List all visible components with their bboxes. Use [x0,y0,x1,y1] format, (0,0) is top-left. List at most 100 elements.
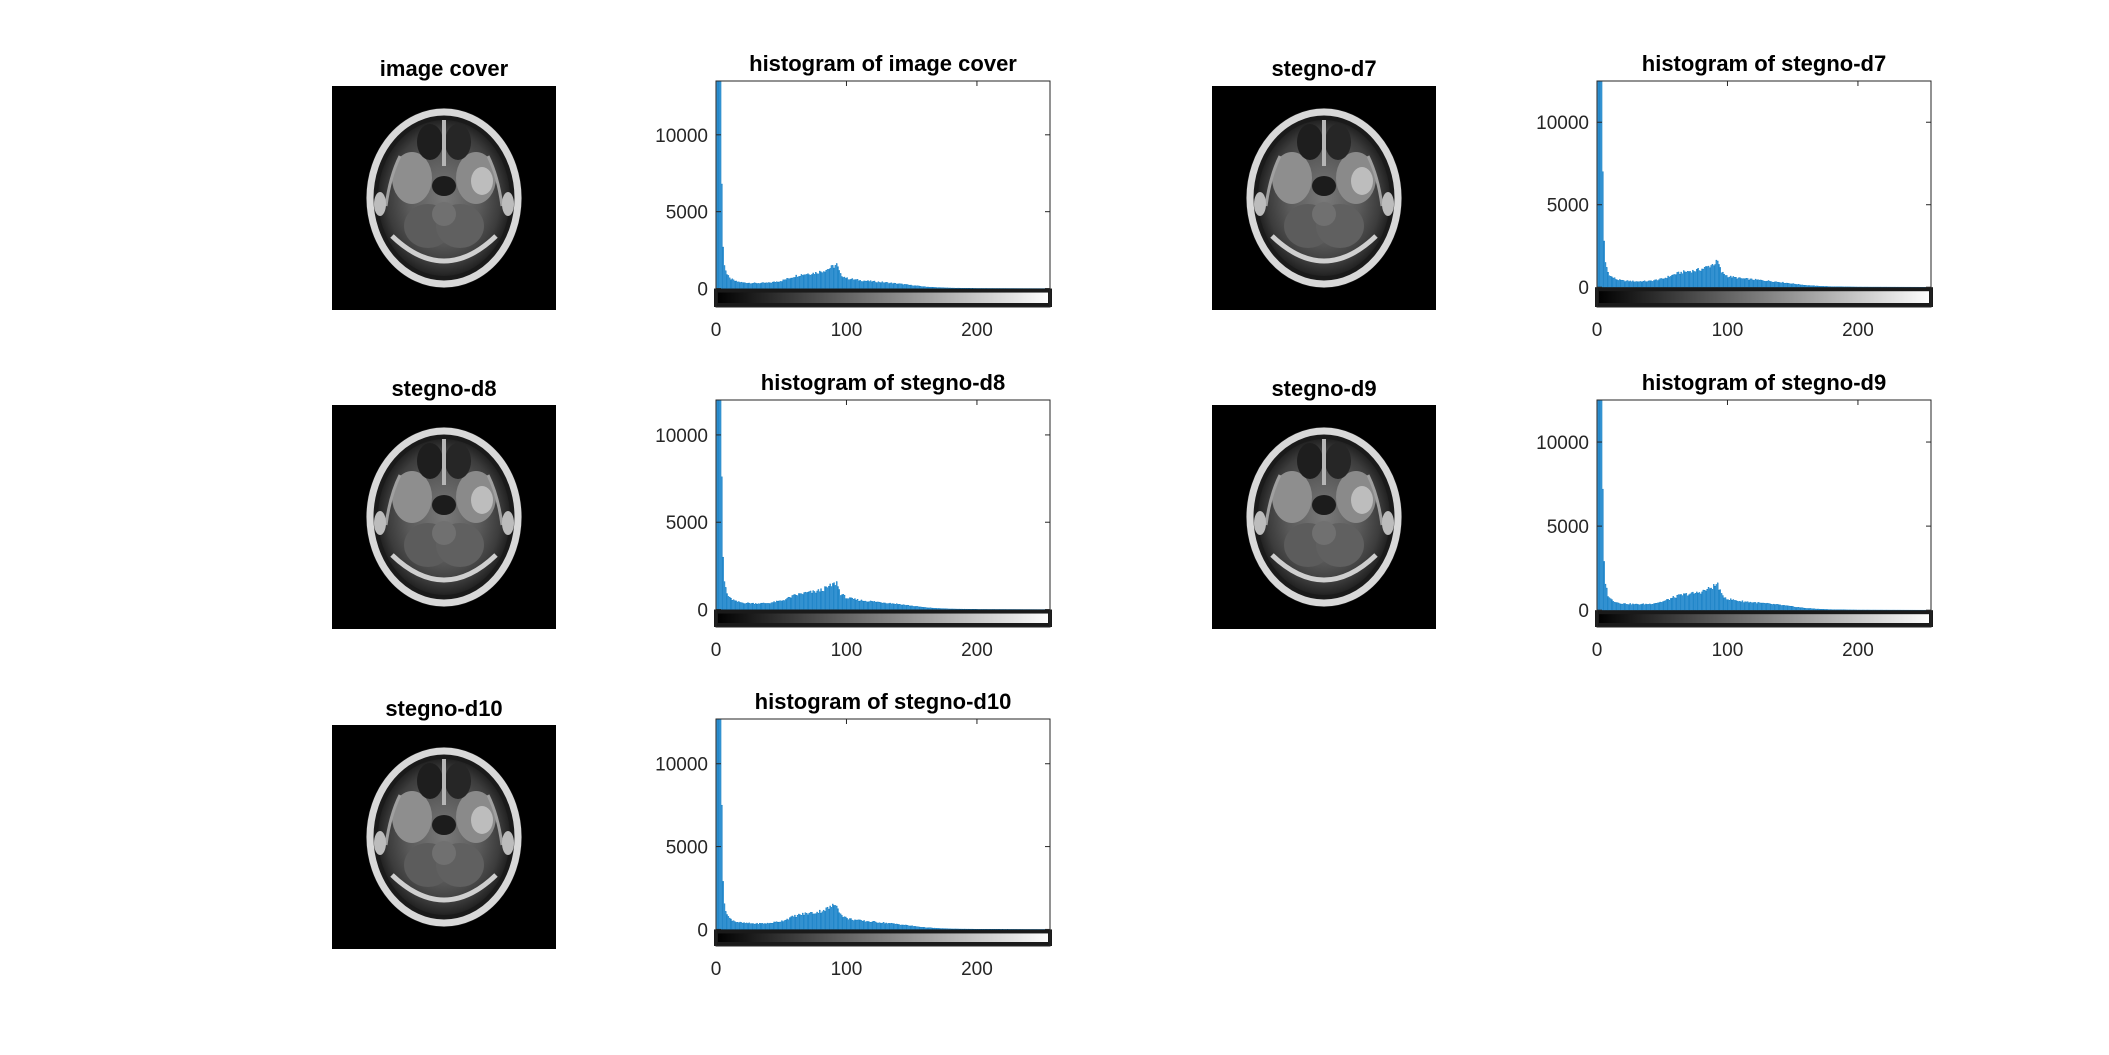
histogram-bar [851,278,854,289]
histogram-bar [792,916,795,930]
histogram-bar [916,926,919,930]
histogram-bar [723,903,726,930]
histogram-bar [882,922,885,930]
histogram-bar [879,282,881,289]
histogram-bar [881,281,884,289]
histogram-bar [1656,280,1659,288]
histogram-bar [882,282,885,289]
histogram-bar [1769,281,1771,288]
x-tick-label: 0 [711,320,722,341]
histogram-bar [825,907,827,930]
histogram-bar [929,286,932,289]
histogram-bar [1817,608,1819,611]
histogram-bar [1760,279,1762,288]
histogram-bar [1626,604,1629,611]
histogram-bar [792,594,795,610]
histogram-bar [1793,606,1796,611]
histogram-bar [1624,281,1626,288]
histogram-bar [1697,592,1699,611]
histogram-bar [1684,593,1686,611]
mri-image [332,405,556,629]
image-title: stegno-d7 [1271,56,1376,81]
histogram-bar [769,282,771,289]
chart-title: histogram of stegno-d9 [1642,370,1886,395]
histogram-bar [1632,280,1634,288]
histogram-bar [923,607,925,610]
histogram-bar [1758,602,1761,611]
histogram-bar [1658,602,1660,611]
image-panel-stegno-d9: stegno-d9 [1212,376,1436,629]
histogram-bar [922,286,924,289]
histogram-bar [867,921,869,930]
histogram-bar [1791,606,1793,611]
histogram-bar [839,913,842,930]
mri-image [332,86,556,310]
histogram-bar [952,608,954,610]
histogram-bar [1667,599,1669,611]
y-tick-label: 10000 [1536,433,1589,454]
histogram-bar [1602,488,1604,611]
histogram-bar [885,282,887,289]
histogram-bar [765,603,767,610]
histogram-bar [1620,279,1622,288]
histogram-bar [1651,281,1654,288]
histogram-bar [727,916,730,930]
histogram-bar [725,911,727,930]
histogram-bar [1820,286,1822,288]
histogram-bar [1746,601,1749,611]
histogram-bar [864,921,867,930]
histogram-bar [756,283,758,289]
histogram-bar [783,600,786,610]
histogram-bar [890,603,893,610]
histogram-bar [834,585,837,610]
histogram-chart-stegno-d7: 0 5000 10000 0 100 200 histogram of stegno-d7 [1536,51,1933,341]
histogram-bar [1799,284,1801,288]
histogram-bar [1638,281,1641,288]
histogram-bar [879,922,881,930]
histogram-bar [1803,607,1805,611]
histogram-bar [1629,603,1631,611]
histogram-bar [1821,609,1823,611]
histogram-bar [738,601,740,610]
histogram-bar [918,606,920,610]
histogram-bar [807,591,809,610]
histogram-bar [1744,601,1746,611]
histogram-bar [816,590,818,610]
histogram-bar [752,283,754,289]
histogram-bar [1809,285,1812,288]
histogram-bar [1830,609,1832,611]
x-tick-label: 0 [1592,640,1603,661]
histogram-bar [736,601,739,610]
histogram-bar [1641,281,1643,288]
histogram-bar [1609,598,1612,611]
histogram-bar [756,603,758,610]
plot-area [1597,81,1931,307]
histogram-bar [1690,592,1693,611]
histogram-bar [1731,277,1733,288]
histogram-bar [1765,603,1767,611]
histogram-bar [1715,259,1718,288]
histogram-bar [789,278,791,289]
histogram-bar [748,922,750,930]
histogram-bar [1806,285,1809,288]
histogram-bar [811,592,813,610]
histogram-bar [760,923,762,930]
histogram-bar [1625,604,1628,611]
histogram-bar [1790,283,1792,288]
histogram-bar [719,718,722,930]
histogram-bar [936,928,938,930]
histogram-bar [850,278,852,289]
histogram-bar [926,927,928,930]
histogram-bar [1716,260,1719,288]
histogram-bar [871,601,873,610]
histogram-bar [867,280,869,289]
histogram-bar [1671,274,1673,288]
histogram-bar [842,917,844,930]
histogram-bar [1621,279,1624,288]
histogram-bar [749,283,752,289]
histogram-bar [1782,605,1784,611]
histogram-bar [822,909,825,930]
y-tick-label: 5000 [666,838,708,859]
histogram-bar [1812,285,1814,288]
histogram-bar [1643,280,1646,288]
